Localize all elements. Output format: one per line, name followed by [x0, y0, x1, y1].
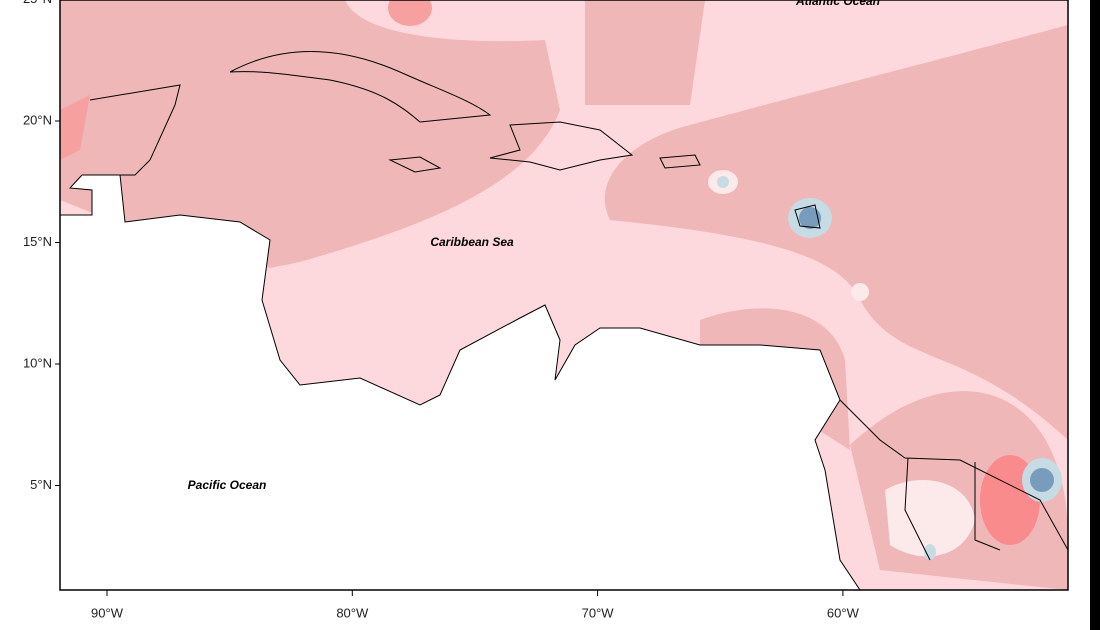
lon-tick-label: 70°W	[582, 605, 615, 620]
sea-label: Caribbean Sea	[430, 235, 514, 249]
field-band	[604, 25, 1068, 440]
lon-tick-label: 80°W	[336, 605, 369, 620]
coastline	[659, 154, 701, 169]
lat-tick-label: 15°N	[23, 234, 52, 249]
field-low	[799, 207, 821, 229]
field-low	[717, 176, 729, 188]
field-high	[60, 95, 90, 160]
field-light	[885, 480, 975, 557]
lat-tick-label: 25°N	[23, 0, 52, 6]
coastline	[89, 84, 181, 176]
field-band	[585, 0, 705, 105]
lat-tick-label: 5°N	[30, 477, 52, 492]
field-light	[851, 283, 869, 301]
map-frame	[59, 0, 1069, 591]
field-band	[60, 0, 560, 268]
lon-tick-label: 60°W	[827, 605, 860, 620]
coastline	[794, 204, 821, 229]
coastline	[839, 399, 1068, 551]
sea-label: Pacific Ocean	[188, 478, 267, 492]
edge-bar	[1090, 0, 1100, 630]
lon-tick-label: 90°W	[91, 605, 124, 620]
land	[60, 174, 861, 590]
coastline	[489, 121, 634, 171]
sea-label: Atlantic Ocean	[795, 0, 880, 8]
field-low	[1030, 468, 1054, 492]
field-low	[924, 544, 936, 560]
lat-tick-label: 20°N	[23, 112, 52, 127]
coastline	[229, 51, 492, 123]
field-high	[388, 0, 432, 26]
coastline	[904, 457, 1001, 561]
lat-tick-label: 10°N	[23, 355, 52, 370]
map-panel	[60, 0, 1068, 590]
coastline	[388, 156, 442, 173]
